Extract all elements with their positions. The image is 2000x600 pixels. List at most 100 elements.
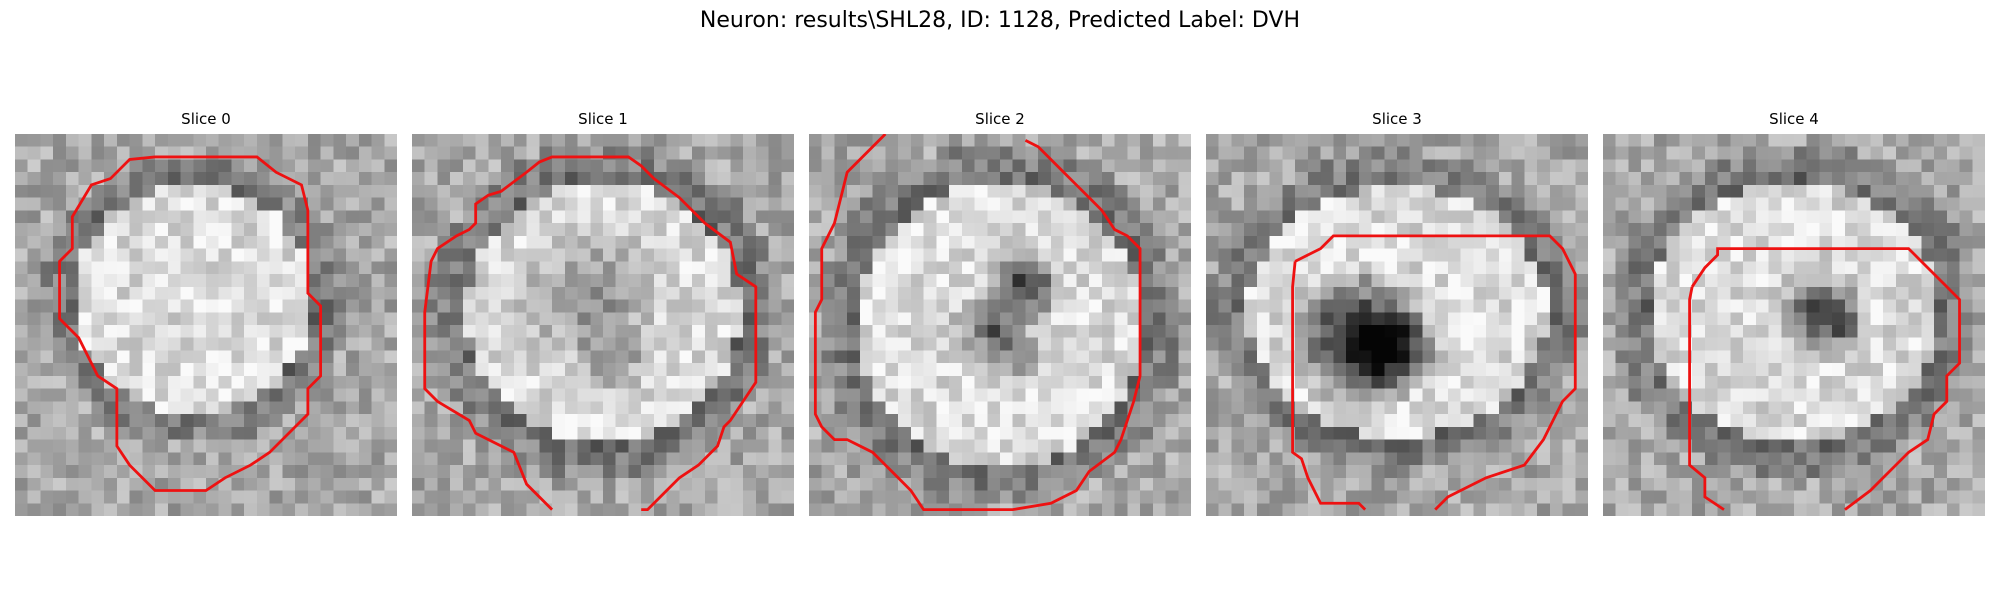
image-pixel — [180, 248, 194, 262]
image-pixel — [704, 159, 718, 173]
image-pixel — [1384, 414, 1398, 428]
image-pixel — [526, 337, 540, 351]
image-pixel — [193, 248, 207, 262]
image-pixel — [1794, 503, 1807, 516]
image-pixel — [27, 375, 41, 389]
image-pixel — [1498, 159, 1512, 173]
image-pixel — [730, 299, 744, 313]
image-pixel — [1333, 375, 1347, 389]
image-pixel — [885, 363, 899, 377]
image-pixel — [1895, 325, 1909, 338]
image-pixel — [193, 490, 207, 504]
image-pixel — [1384, 375, 1398, 389]
image-pixel — [1806, 337, 1820, 351]
image-pixel — [1038, 223, 1052, 237]
image-pixel — [1819, 184, 1833, 198]
image-pixel — [526, 388, 540, 402]
image-pixel — [129, 248, 143, 262]
image-pixel — [1537, 286, 1551, 300]
image-pixel — [1012, 299, 1026, 313]
image-pixel — [590, 210, 604, 224]
image-pixel — [666, 337, 680, 351]
image-pixel — [218, 363, 232, 377]
image-pixel — [358, 197, 372, 211]
image-pixel — [743, 223, 757, 237]
image-pixel — [847, 197, 861, 211]
image-pixel — [1524, 337, 1538, 351]
image-pixel — [653, 465, 667, 479]
image-pixel — [206, 261, 219, 275]
image-pixel — [923, 490, 937, 504]
image-pixel — [603, 388, 616, 402]
image-pixel — [717, 172, 731, 186]
image-pixel — [1114, 325, 1128, 338]
image-pixel — [755, 375, 769, 389]
image-pixel — [743, 414, 757, 428]
image-pixel — [1537, 235, 1551, 249]
image-pixel — [1282, 452, 1296, 466]
image-pixel — [987, 337, 1001, 351]
image-pixel — [1832, 388, 1846, 402]
image-pixel — [1000, 337, 1013, 351]
image-pixel — [1562, 490, 1576, 504]
image-pixel — [488, 325, 502, 338]
image-pixel — [1050, 337, 1064, 351]
image-pixel — [653, 261, 667, 275]
image-pixel — [1934, 439, 1948, 453]
image-pixel — [1089, 414, 1103, 428]
image-pixel — [155, 223, 169, 237]
image-pixel — [923, 299, 937, 313]
image-pixel — [755, 159, 769, 173]
image-pixel — [910, 197, 924, 211]
image-pixel — [475, 375, 489, 389]
image-pixel — [1895, 261, 1909, 275]
image-pixel — [1908, 159, 1922, 173]
image-pixel — [755, 197, 769, 211]
image-pixel — [129, 210, 143, 224]
image-pixel — [27, 439, 41, 453]
image-pixel — [1615, 426, 1629, 440]
image-pixel — [1934, 350, 1948, 364]
image-pixel — [1615, 312, 1629, 326]
image-pixel — [949, 363, 963, 377]
image-pixel — [384, 477, 397, 491]
image-pixel — [1178, 363, 1191, 377]
image-pixel — [1460, 414, 1474, 428]
image-pixel — [1628, 159, 1642, 173]
image-pixel — [781, 363, 794, 377]
image-pixel — [1140, 134, 1154, 147]
image-pixel — [1603, 452, 1616, 466]
image-pixel — [590, 337, 604, 351]
image-pixel — [961, 414, 975, 428]
image-pixel — [666, 223, 680, 237]
image-pixel — [1946, 375, 1960, 389]
image-pixel — [910, 146, 924, 160]
image-pixel — [1883, 312, 1897, 326]
image-pixel — [666, 375, 680, 389]
image-pixel — [437, 375, 451, 389]
image-pixel — [936, 159, 950, 173]
image-pixel — [1537, 274, 1551, 288]
image-pixel — [1206, 477, 1219, 491]
image-pixel — [155, 363, 169, 377]
image-pixel — [1025, 426, 1039, 440]
image-pixel — [1755, 134, 1769, 147]
image-pixel — [834, 477, 848, 491]
figure-title: Neuron: results\SHL28, ID: 1128, Predict… — [699, 8, 1301, 33]
image-pixel — [653, 325, 667, 338]
image-pixel — [1603, 172, 1616, 186]
image-pixel — [142, 375, 156, 389]
image-pixel — [53, 477, 67, 491]
image-pixel — [1333, 325, 1347, 338]
image-pixel — [450, 261, 464, 275]
image-pixel — [206, 503, 219, 516]
image-pixel — [1730, 325, 1744, 338]
image-pixel — [1730, 248, 1744, 262]
image-pixel — [1921, 388, 1935, 402]
image-pixel — [1320, 414, 1334, 428]
image-pixel — [1562, 401, 1576, 415]
image-pixel — [206, 414, 219, 428]
image-pixel — [1256, 223, 1270, 237]
image-pixel — [1743, 210, 1757, 224]
image-pixel — [1076, 401, 1090, 415]
